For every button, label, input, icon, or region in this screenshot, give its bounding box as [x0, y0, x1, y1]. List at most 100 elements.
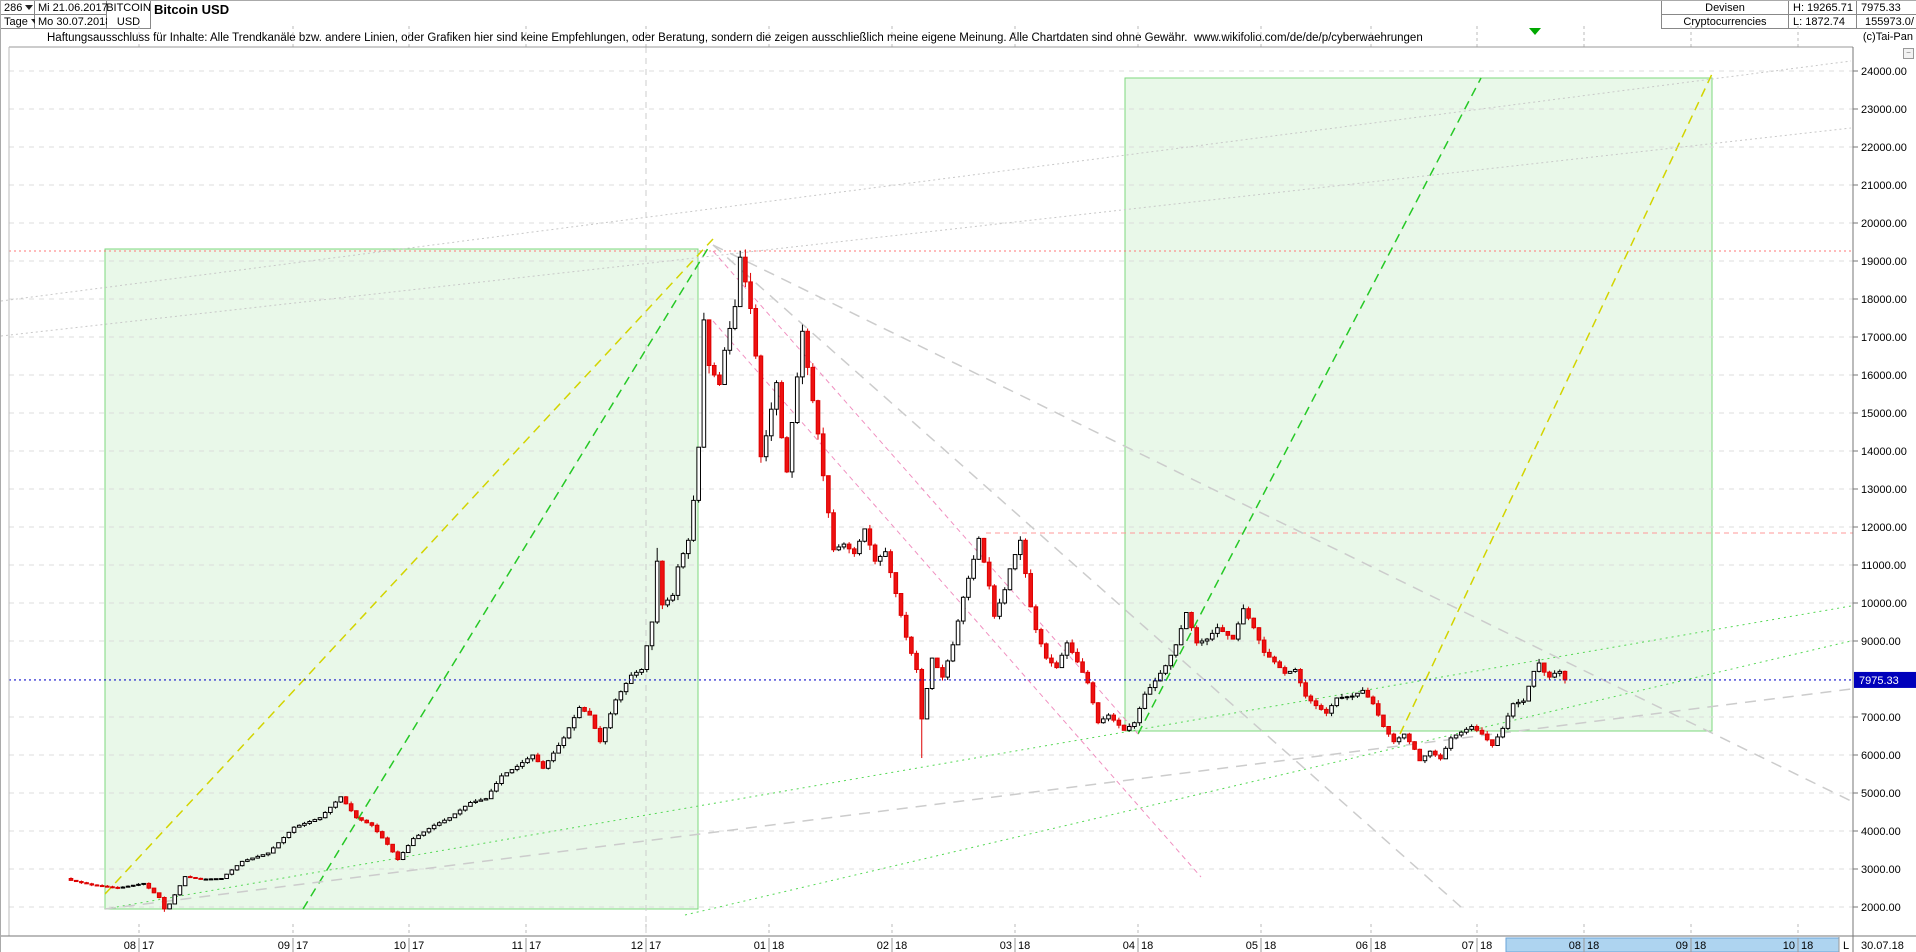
trend-line-green-support-long-b — [684, 640, 1852, 916]
candle-body — [224, 873, 229, 879]
candle-body — [1448, 737, 1454, 749]
y-axis-label: 10000.00 — [1861, 598, 1907, 610]
candle-body — [592, 714, 598, 729]
candle-body — [333, 801, 338, 808]
period-dropdown[interactable]: Tage — [1, 15, 39, 29]
candle-body — [1298, 669, 1303, 684]
candle-body — [1116, 719, 1122, 726]
x-axis-year-label: 18 — [1141, 940, 1153, 952]
candle-body — [1132, 722, 1137, 728]
candle-body — [877, 555, 883, 562]
y-axis-label: 2000.00 — [1861, 902, 1901, 914]
candle-body — [722, 349, 727, 385]
candle-body — [929, 657, 935, 689]
x-axis-year-label: 17 — [529, 940, 541, 952]
candle-body — [971, 558, 976, 579]
x-axis-month-label: 06 — [1356, 940, 1368, 952]
x-axis-month-label: 08 — [124, 940, 136, 952]
candle-body — [686, 539, 691, 555]
header-bar: 286 Tage Mi 21.06.2017 Mo 30.07.2018 BIT… — [1, 1, 1916, 29]
candle-body — [992, 585, 997, 617]
candle-body — [893, 572, 899, 594]
collapse-icon[interactable]: − — [1903, 48, 1914, 59]
candle-body — [1095, 702, 1101, 724]
trend-line-pink-downtrend-b — [712, 320, 1202, 878]
page-title: Bitcoin USD — [154, 2, 230, 17]
candle-body — [960, 596, 966, 622]
candle-body — [504, 772, 510, 777]
candle-body — [462, 805, 468, 811]
candle-body — [628, 674, 634, 684]
bars-count-dropdown[interactable]: 286 — [1, 1, 35, 15]
candle-body — [888, 551, 893, 574]
candle-body — [1090, 682, 1096, 704]
candle-body — [603, 727, 608, 743]
candle-body — [1194, 627, 1199, 644]
candle-body — [955, 620, 961, 646]
candle-body — [945, 660, 950, 678]
y-axis-label: 12000.00 — [1861, 522, 1907, 534]
x-axis-year-label: 18 — [1374, 940, 1386, 952]
candle-body — [1282, 667, 1288, 674]
candle-body — [841, 543, 847, 548]
candle-body — [1028, 573, 1033, 608]
candle-body — [1126, 726, 1132, 731]
candle-body — [73, 879, 79, 883]
x-axis-month-label: 12 — [631, 940, 643, 952]
candle-body — [701, 319, 707, 448]
candle-body — [831, 512, 836, 551]
last-price-chip — [1854, 671, 1916, 688]
y-axis-label: 7000.00 — [1861, 712, 1901, 724]
trend-line-gray-downtrend-a — [712, 244, 1852, 802]
candle-body — [416, 834, 421, 840]
candle-body — [374, 824, 380, 833]
candle-body — [1049, 657, 1054, 664]
candle-body — [1422, 755, 1428, 762]
last-price: 7975.33 — [1857, 1, 1916, 15]
candle-body — [1184, 612, 1189, 630]
candle-body — [800, 330, 805, 378]
candle-body — [271, 847, 276, 854]
candle-body — [1375, 703, 1381, 716]
candle-body — [1536, 662, 1542, 672]
candle-body — [898, 593, 904, 616]
chevron-down-icon — [30, 19, 39, 24]
candle-body — [784, 437, 790, 473]
x-axis-month-label: 09 — [278, 940, 290, 952]
candle-body — [1510, 703, 1516, 717]
candle-body — [935, 657, 940, 669]
candle-body — [665, 599, 670, 606]
candle-body — [338, 796, 344, 803]
candle-body — [1396, 737, 1402, 743]
x-axis-year-label: 18 — [1018, 940, 1030, 952]
bars-count-value: 286 — [4, 1, 23, 14]
candle-body — [1329, 705, 1334, 714]
candle-body — [1360, 689, 1365, 694]
candle-body — [1277, 661, 1282, 669]
candle-body — [514, 765, 520, 771]
candle-body — [136, 883, 141, 886]
candle-body — [385, 837, 390, 845]
candle-body — [1064, 642, 1070, 656]
candle-body — [1308, 695, 1314, 702]
candle-body — [478, 799, 484, 802]
x-axis-month-label: 04 — [1123, 940, 1135, 952]
candle-body — [1521, 700, 1526, 703]
trend-line-gray-support-long — [104, 688, 1852, 910]
y-axis-label: 17000.00 — [1861, 332, 1907, 344]
candle-body — [846, 543, 852, 550]
candle-body — [753, 308, 759, 357]
y-axis-label: 20000.00 — [1861, 218, 1907, 230]
candle-body — [390, 843, 395, 853]
candle-body — [208, 878, 214, 881]
y-axis-label: 5000.00 — [1861, 788, 1901, 800]
candle-body — [597, 727, 603, 743]
candle-body — [1417, 748, 1423, 762]
candle-body — [1002, 589, 1008, 604]
candle-body — [1163, 665, 1168, 674]
candle-body — [343, 796, 349, 805]
candle-body — [1230, 634, 1236, 640]
y-axis-label: 3000.00 — [1861, 864, 1901, 876]
